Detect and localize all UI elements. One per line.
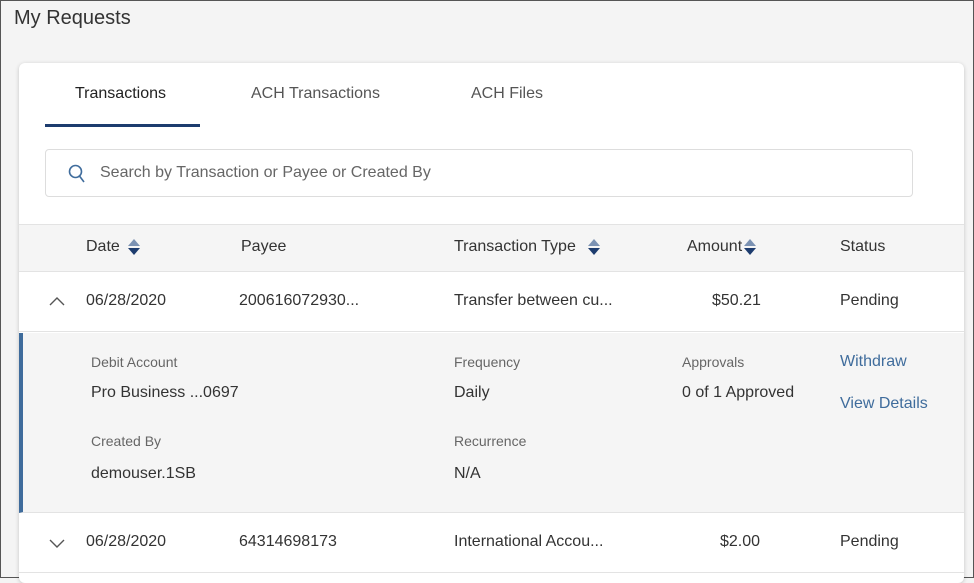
column-label: Amount bbox=[687, 238, 743, 256]
column-transaction-type[interactable]: Transaction Type bbox=[454, 238, 600, 256]
column-date[interactable]: Date bbox=[86, 238, 140, 256]
approvals-value: 0 of 1 Approved bbox=[682, 384, 795, 401]
tab-transactions[interactable]: Transactions bbox=[75, 85, 166, 102]
debit-account-label: Debit Account bbox=[91, 354, 178, 370]
table-row[interactable]: 06/28/2020 64314698173 International Acc… bbox=[19, 513, 964, 573]
row-details-panel: Debit Account Pro Business ...0697 Creat… bbox=[19, 333, 964, 513]
chevron-up-icon[interactable] bbox=[49, 296, 65, 306]
row-date: 06/28/2020 bbox=[86, 292, 167, 309]
row-amount: $2.00 bbox=[720, 533, 761, 550]
column-status: Status bbox=[840, 238, 886, 255]
frequency-value: Daily bbox=[454, 384, 490, 401]
row-status: Pending bbox=[840, 292, 899, 309]
chevron-down-icon[interactable] bbox=[49, 539, 65, 549]
row-type: International Accou... bbox=[454, 533, 604, 550]
tab-ach-files[interactable]: ACH Files bbox=[471, 85, 544, 102]
row-date: 06/28/2020 bbox=[86, 533, 167, 550]
active-tab-indicator bbox=[45, 124, 200, 127]
row-type: Transfer between cu... bbox=[454, 292, 613, 309]
column-payee: Payee bbox=[241, 238, 287, 255]
sort-icon[interactable] bbox=[587, 238, 600, 256]
approvals-label: Approvals bbox=[682, 354, 745, 370]
row-amount: $50.21 bbox=[712, 292, 761, 309]
withdraw-link[interactable]: Withdraw bbox=[840, 353, 907, 370]
sort-icon[interactable] bbox=[127, 238, 140, 256]
search-input[interactable] bbox=[100, 162, 890, 184]
search-box bbox=[45, 149, 913, 197]
recurrence-label: Recurrence bbox=[454, 433, 527, 449]
view-details-link[interactable]: View Details bbox=[840, 395, 928, 412]
table-row[interactable]: 06/28/2020 200616072930... Transfer betw… bbox=[19, 272, 964, 332]
created-by-label: Created By bbox=[91, 433, 162, 449]
debit-account-value: Pro Business ...0697 bbox=[91, 384, 239, 401]
frequency-label: Frequency bbox=[454, 354, 521, 370]
column-amount[interactable]: Amount bbox=[687, 238, 757, 256]
row-status: Pending bbox=[840, 533, 899, 550]
column-label: Date bbox=[86, 238, 120, 256]
recurrence-value: N/A bbox=[454, 465, 481, 482]
page-title: My Requests bbox=[14, 7, 131, 29]
row-payee: 200616072930... bbox=[239, 292, 360, 309]
row-payee: 64314698173 bbox=[239, 533, 337, 550]
created-by-value: demouser.1SB bbox=[91, 465, 196, 482]
requests-card: Transactions ACH Transactions ACH Files … bbox=[19, 63, 964, 583]
search-icon bbox=[68, 164, 85, 183]
tab-ach-transactions[interactable]: ACH Transactions bbox=[251, 85, 380, 102]
table-header: Date Payee Transaction Type Amount Statu… bbox=[19, 224, 964, 272]
column-label: Transaction Type bbox=[454, 238, 576, 256]
sort-icon[interactable] bbox=[744, 238, 757, 256]
